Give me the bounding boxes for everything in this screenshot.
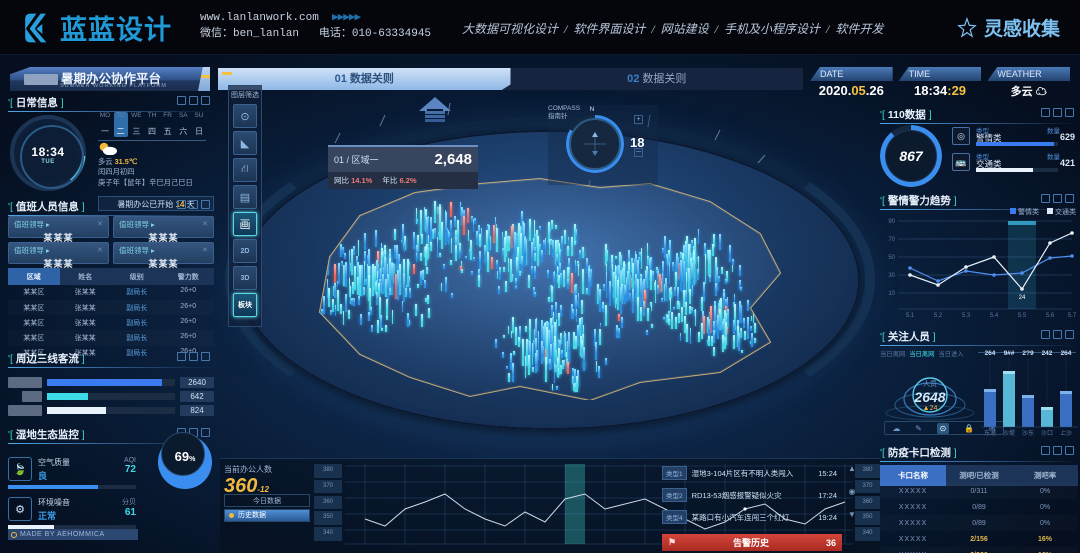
svg-text:上沙: 上沙	[1060, 429, 1072, 437]
svg-text:沙口: 沙口	[1041, 430, 1053, 437]
svg-text:东港: 东港	[984, 429, 996, 437]
svg-text:30: 30	[888, 273, 895, 279]
svg-text:10: 10	[888, 291, 895, 297]
svg-text:5.7: 5.7	[1068, 313, 1077, 319]
svg-text:5.6: 5.6	[1046, 313, 1055, 319]
svg-text:沙堤: 沙堤	[1003, 429, 1015, 437]
svg-text:沙东: 沙东	[1022, 429, 1034, 437]
svg-text:264: 264	[1061, 350, 1072, 357]
svg-text:9##: 9##	[1004, 350, 1015, 357]
svg-text:24: 24	[1019, 295, 1026, 301]
svg-text:5.3: 5.3	[962, 313, 971, 319]
svg-text:70: 70	[888, 237, 895, 243]
svg-text:90: 90	[888, 219, 895, 225]
svg-text:5.4: 5.4	[990, 313, 999, 319]
svg-text:50: 50	[888, 255, 895, 261]
svg-text:242: 242	[1042, 350, 1053, 357]
svg-text:264: 264	[985, 350, 996, 357]
svg-text:5.5: 5.5	[1018, 313, 1027, 319]
svg-text:5.1: 5.1	[906, 313, 915, 319]
svg-text:2?9: 2?9	[1022, 350, 1034, 357]
svg-text:5.2: 5.2	[934, 313, 943, 319]
